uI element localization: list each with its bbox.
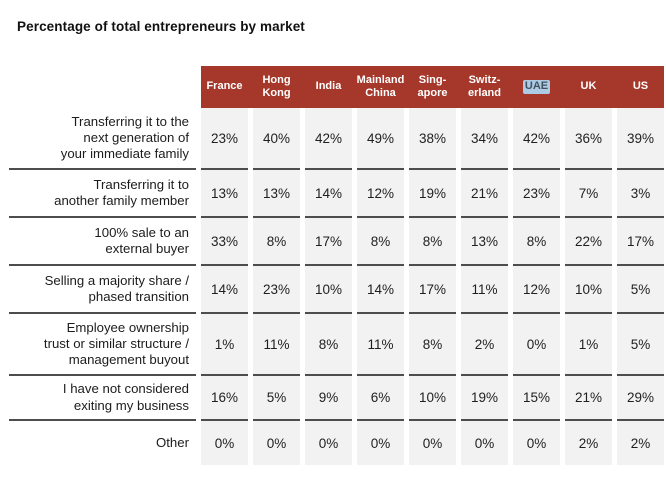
column-header-singapore: Sing- apore	[417, 73, 448, 99]
table-cell: 10	[409, 376, 456, 421]
table-cell: 10	[565, 266, 612, 314]
table-cell: 34	[461, 108, 508, 170]
table-cell: 23	[253, 266, 300, 314]
table-cell: 0	[461, 421, 508, 465]
table-cell: 19	[409, 170, 456, 218]
table-cell: 8	[305, 314, 352, 376]
header-spacer	[9, 66, 196, 108]
table-cell: 11	[357, 314, 404, 376]
table-cell: 17	[409, 266, 456, 314]
table-cell: 14	[357, 266, 404, 314]
table-cell: 5	[253, 376, 300, 421]
table-cell: 14	[201, 266, 248, 314]
chart-title: Percentage of total entrepreneurs by mar…	[17, 19, 305, 34]
table-cell: 0	[253, 421, 300, 465]
entrepreneurs-by-market-table: France Hong Kong India Mainland China Si…	[9, 66, 664, 465]
table-cell: 0	[513, 421, 560, 465]
table-cell: 36	[565, 108, 612, 170]
table-cell: 8	[253, 218, 300, 266]
column-header-france: France	[206, 80, 243, 93]
table-cell: 2	[617, 421, 664, 465]
table-cell: 8	[513, 218, 560, 266]
table-cell: 17	[617, 218, 664, 266]
row-label-next-generation: Transferring it to the next generation o…	[9, 108, 196, 170]
column-header-india: India	[315, 80, 342, 93]
row-label-employee-ownership: Employee ownership trust or similar stru…	[9, 314, 196, 376]
table-cell: 12	[357, 170, 404, 218]
table-cell: 2	[461, 314, 508, 376]
table-cell: 0	[305, 421, 352, 465]
table-cell: 17	[305, 218, 352, 266]
table-cell: 5	[617, 266, 664, 314]
table-cell: 49	[357, 108, 404, 170]
table-cell: 11	[461, 266, 508, 314]
column-header-uk: UK	[580, 80, 597, 93]
table-cell: 40	[253, 108, 300, 170]
table-cell: 21	[461, 170, 508, 218]
table-cell: 8	[357, 218, 404, 266]
table-cell: 3	[617, 170, 664, 218]
table-cell: 9	[305, 376, 352, 421]
table-cell: 0	[409, 421, 456, 465]
table-cell: 14	[305, 170, 352, 218]
column-header-us: US	[632, 80, 649, 93]
row-label-majority-share: Selling a majority share / phased transi…	[9, 266, 196, 314]
column-header-hong-kong: Hong Kong	[262, 73, 291, 99]
table-cell: 0	[201, 421, 248, 465]
table-cell: 16	[201, 376, 248, 421]
table-cell: 21	[565, 376, 612, 421]
table-cell: 13	[201, 170, 248, 218]
table-cell: 8	[409, 218, 456, 266]
table-cell: 1	[565, 314, 612, 376]
table-cell: 19	[461, 376, 508, 421]
table-cell: 23	[513, 170, 560, 218]
table-cell: 11	[253, 314, 300, 376]
table-header-background	[201, 66, 664, 108]
table-cell: 8	[409, 314, 456, 376]
table-cell: 39	[617, 108, 664, 170]
table-cell: 23	[201, 108, 248, 170]
table-cell: 7	[565, 170, 612, 218]
table-cell: 0	[357, 421, 404, 465]
table-cell: 1	[201, 314, 248, 376]
table-cell: 42	[513, 108, 560, 170]
table-cell: 22	[565, 218, 612, 266]
table-cell: 13	[253, 170, 300, 218]
table-cell: 13	[461, 218, 508, 266]
uae-highlight: UAE	[522, 80, 551, 94]
row-label-another-family-member: Transferring it to another family member	[9, 170, 196, 218]
column-header-switzerland: Switz- erland	[467, 73, 501, 99]
table-cell: 38	[409, 108, 456, 170]
row-label-external-buyer: 100% sale to an external buyer	[9, 218, 196, 266]
table-cell: 33	[201, 218, 248, 266]
table-cell: 0	[513, 314, 560, 376]
table-cell: 42	[305, 108, 352, 170]
row-label-other: Other	[9, 421, 196, 465]
table-cell: 5	[617, 314, 664, 376]
column-header-mainland-china: Mainland China	[356, 73, 405, 99]
column-header-uae: UAE	[513, 66, 560, 108]
table-cell: 29	[617, 376, 664, 421]
table-cell: 6	[357, 376, 404, 421]
table-cell: 15	[513, 376, 560, 421]
row-label-not-considered-exiting: I have not considered exiting my busines…	[9, 376, 196, 421]
table-cell: 10	[305, 266, 352, 314]
table-cell: 12	[513, 266, 560, 314]
table-cell: 2	[565, 421, 612, 465]
